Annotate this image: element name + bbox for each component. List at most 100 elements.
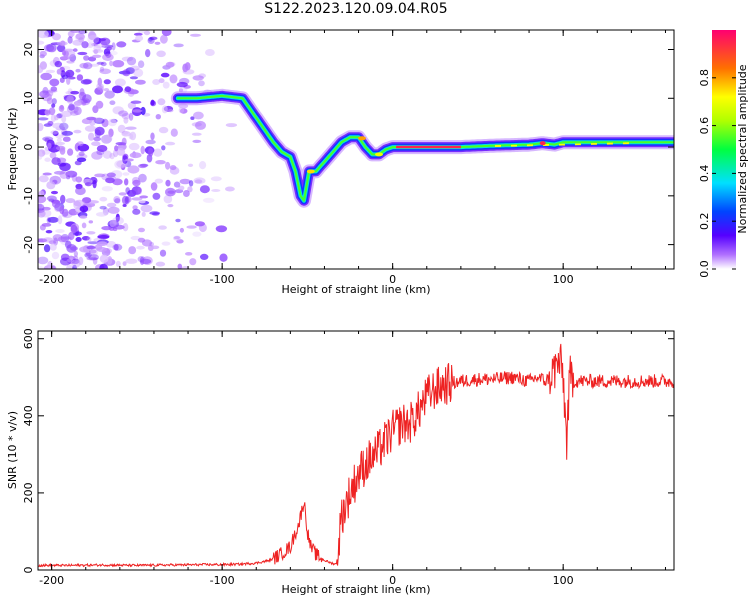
heatmap-cell — [95, 212, 108, 217]
heatmap-cell — [88, 56, 97, 62]
heatmap-cell — [210, 176, 222, 182]
heatmap-cell — [184, 62, 191, 71]
heatmap-cell — [169, 74, 178, 84]
heatmap-cell — [55, 229, 65, 233]
heatmap-cell — [126, 56, 137, 66]
heatmap-cell — [38, 123, 44, 132]
heatmap-cell — [96, 149, 105, 156]
heatmap-cell — [73, 106, 82, 116]
heatmap-cell — [46, 43, 57, 53]
heatmap-cell — [115, 213, 120, 222]
heatmap-cell — [160, 72, 170, 78]
heatmap-cell — [43, 244, 51, 253]
x-tick-label: -200 — [39, 273, 64, 286]
heatmap-cell — [112, 85, 123, 94]
heatmap-cell — [49, 243, 57, 251]
heatmap-cell — [39, 50, 47, 57]
heatmap-cell — [154, 178, 163, 184]
heatmap-cell — [122, 69, 131, 77]
heatmap-cell — [62, 136, 71, 142]
heatmap-cell — [57, 41, 68, 46]
top-ylabel: Frequency (Hz) — [6, 108, 19, 191]
heatmap-cell — [205, 49, 215, 56]
heatmap-cell — [107, 206, 120, 214]
heatmap-cell — [124, 86, 132, 93]
heatmap-cell — [99, 66, 105, 72]
heatmap-cell — [173, 43, 184, 48]
heatmap-cell — [44, 157, 51, 162]
heatmap-cell — [131, 109, 143, 113]
heatmap-cell — [129, 131, 137, 141]
heatmap-cell — [178, 185, 185, 191]
heatmap-cell — [55, 134, 64, 139]
heatmap-cell — [195, 120, 206, 130]
heatmap-cell — [118, 192, 127, 196]
heatmap-cell — [125, 258, 138, 264]
heatmap-cell — [99, 68, 111, 75]
heatmap-cell — [60, 194, 66, 204]
x-tick-label: 0 — [389, 574, 396, 587]
heatmap-cell — [129, 152, 142, 159]
heatmap-cell — [159, 249, 167, 257]
heatmap-cell — [143, 30, 151, 36]
heatmap-cell — [82, 94, 92, 104]
heatmap-cell — [182, 69, 195, 75]
heatmap-cell — [40, 72, 52, 81]
heatmap-cell — [66, 244, 77, 253]
heatmap-cell — [92, 54, 102, 58]
heatmap-cell — [198, 73, 206, 78]
x-tick-label: 0 — [389, 273, 396, 286]
heatmap-cell — [78, 30, 88, 34]
heatmap-cell — [165, 161, 171, 170]
heatmap-cell — [130, 100, 142, 104]
heatmap-cell — [92, 257, 98, 265]
heatmap-cell — [137, 237, 146, 243]
heatmap-cell — [38, 266, 45, 269]
heatmap-cell — [145, 139, 156, 145]
heatmap-cell — [188, 180, 194, 187]
heatmap-cell — [152, 212, 160, 216]
heatmap-cell — [86, 231, 96, 235]
heatmap-cell — [103, 134, 113, 143]
heatmap-cell — [109, 60, 114, 67]
heatmap-cell — [59, 122, 69, 131]
heatmap-cell — [100, 61, 107, 67]
heatmap-cell — [114, 145, 119, 152]
heatmap-cell — [128, 246, 137, 255]
heatmap-cell — [87, 35, 100, 44]
heatmap-cell — [94, 117, 105, 124]
heatmap-cell — [167, 109, 174, 113]
heatmap-cell — [157, 98, 166, 106]
heatmap-cell — [39, 224, 46, 231]
heatmap-cell — [138, 200, 146, 204]
heatmap-cell — [79, 88, 85, 96]
heatmap-cell — [189, 258, 197, 266]
heatmap-cell — [38, 65, 44, 74]
ridge-peak — [539, 141, 546, 146]
heatmap-cell — [66, 264, 74, 269]
heatmap-cell — [55, 145, 66, 151]
heatmap-cell — [60, 257, 72, 266]
heatmap-cell — [55, 141, 65, 146]
heatmap-cell — [187, 163, 194, 167]
heatmap-cell — [75, 237, 82, 242]
heatmap-cell — [191, 122, 202, 127]
heatmap-cell — [177, 263, 183, 269]
x-tick-label: -200 — [39, 574, 64, 587]
heatmap-cell — [128, 112, 134, 121]
heatmap-cell — [49, 152, 57, 159]
heatmap-cell — [211, 189, 221, 192]
heatmap-cell — [96, 241, 108, 246]
heatmap-cell — [137, 187, 142, 195]
heatmap-cell — [142, 256, 153, 266]
heatmap-cell — [90, 248, 98, 258]
heatmap-cell — [91, 141, 101, 146]
heatmap-cell — [42, 237, 54, 243]
heatmap-cell — [70, 90, 80, 95]
heatmap-cell — [150, 245, 160, 250]
heatmap-cell — [95, 100, 104, 109]
heatmap-cell — [81, 236, 90, 241]
ridge-peak — [357, 136, 366, 141]
heatmap-cell — [101, 134, 112, 144]
